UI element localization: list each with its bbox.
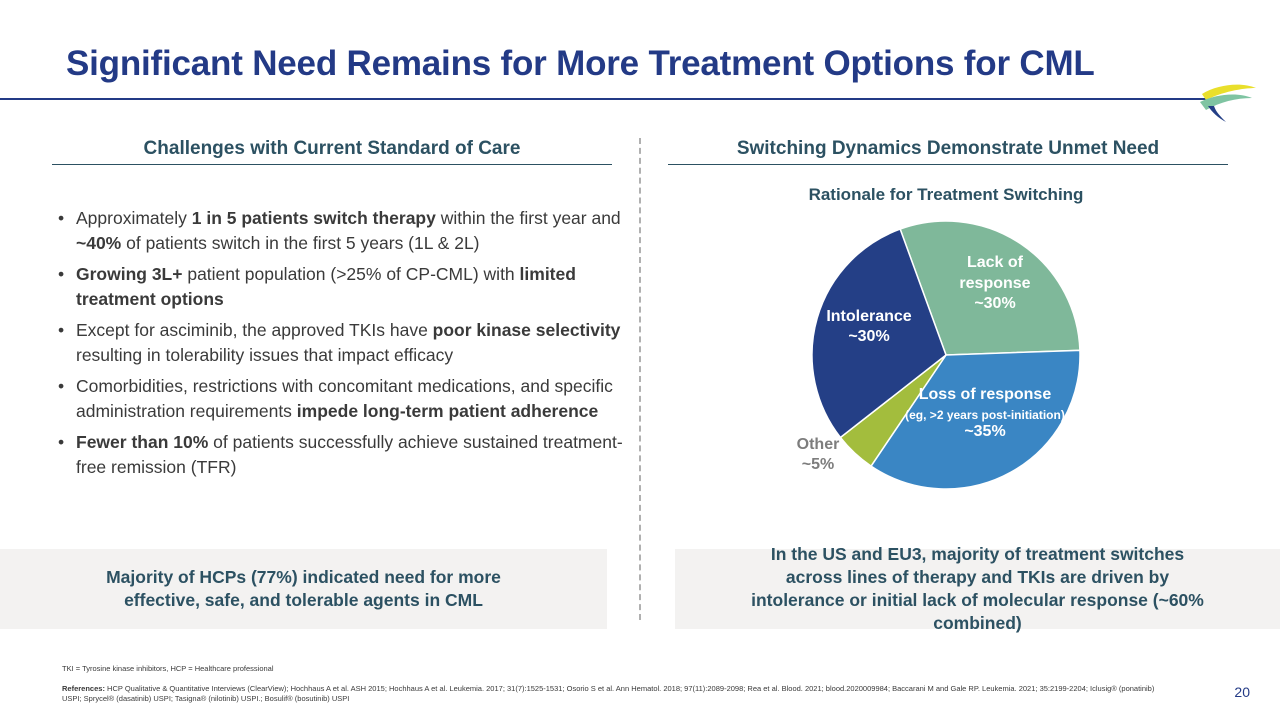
pie-slice-loss-of-response (870, 349, 1081, 490)
pie-value-label: ~30% (974, 295, 1015, 312)
pie-slice-intolerance (811, 228, 947, 439)
right-section-heading: Switching Dynamics Demonstrate Unmet Nee… (736, 138, 1160, 159)
challenge-bullet: Comorbidities, restrictions with concomi… (56, 374, 628, 423)
switching-pie-chart: Lack of response ~30% Loss of response (eg, … (797, 220, 1081, 490)
bullet-emphasis: Growing 3L+ (76, 264, 183, 284)
references-text: HCP Qualitative & Quantitative Interview… (62, 684, 1155, 703)
pie-value-label: ~35% (964, 423, 1005, 440)
bullet-text: patient population (>25% of CP-CML) with (182, 264, 520, 284)
pie-category-label: Lack of (967, 254, 1024, 271)
references-label: References: (62, 684, 105, 693)
title-divider (0, 98, 1208, 100)
right-callout-text: In the US and EU3, majority of treatment… (751, 544, 1204, 633)
pie-sublabel: (eg, >2 years post-initiation) (905, 408, 1065, 422)
bullet-emphasis: impede long-term patient adherence (296, 400, 599, 421)
page-title: Significant Need Remains for More Treatm… (66, 44, 1095, 83)
challenge-bullet: Approximately 1 in 5 patients switch the… (56, 206, 628, 255)
left-section-rule (52, 164, 612, 165)
right-section-rule (668, 164, 1228, 165)
pie-category-label: Other (797, 436, 840, 453)
challenge-bullet: Except for asciminib, the approved TKIs … (56, 318, 628, 367)
bullet-text: Approximately (76, 208, 192, 228)
page-number: 20 (1234, 684, 1250, 700)
abbreviations-note: TKI = Tyrosine kinase inhibitors, HCP = … (62, 664, 274, 673)
left-callout-text: Majority of HCPs (77%) indicated need fo… (106, 567, 501, 610)
pie-slice-lack-of-response (899, 220, 1081, 356)
right-callout-box: In the US and EU3, majority of treatment… (675, 544, 1280, 633)
bullet-text: Comorbidities, restrictions with concomi… (76, 376, 613, 421)
brand-logo-icon (1200, 84, 1256, 122)
bullet-text: of patients successfully achieve sustain… (76, 432, 623, 477)
chart-title: Rationale for Treatment Switching (808, 185, 1084, 204)
challenge-bullet: Fewer than 10% of patients successfully … (56, 430, 628, 479)
bullet-emphasis: ~40% (76, 232, 122, 253)
section-divider (639, 138, 641, 620)
pie-category-label: Intolerance (826, 308, 911, 325)
pie-category-label: Loss of response (919, 386, 1052, 403)
bullet-text: Except for asciminib, the approved TKIs … (76, 320, 433, 340)
challenges-bullet-list: Approximately 1 in 5 patients switch the… (56, 206, 628, 486)
bullet-text: of patients switch in the first 5 years … (121, 232, 480, 253)
bullet-emphasis: limited treatment options (76, 264, 576, 309)
bullet-text: within the first year and (435, 208, 621, 228)
pie-value-label: ~5% (802, 456, 834, 473)
bullet-text: resulting in tolerability issues that im… (76, 344, 454, 365)
left-callout-box: Majority of HCPs (77%) indicated need fo… (0, 549, 607, 629)
bullet-emphasis: Fewer than 10% (76, 432, 209, 452)
left-section-heading: Challenges with Current Standard of Care (143, 138, 521, 159)
pie-category-label: response (959, 275, 1030, 292)
references-note: References: HCP Qualitative & Quantitati… (62, 684, 1172, 704)
bullet-emphasis: 1 in 5 patients switch therapy (191, 208, 436, 228)
challenge-bullet: Growing 3L+ patient population (>25% of … (56, 262, 628, 311)
bullet-emphasis: poor kinase selectivity (432, 320, 621, 340)
pie-value-label: ~30% (848, 328, 889, 345)
